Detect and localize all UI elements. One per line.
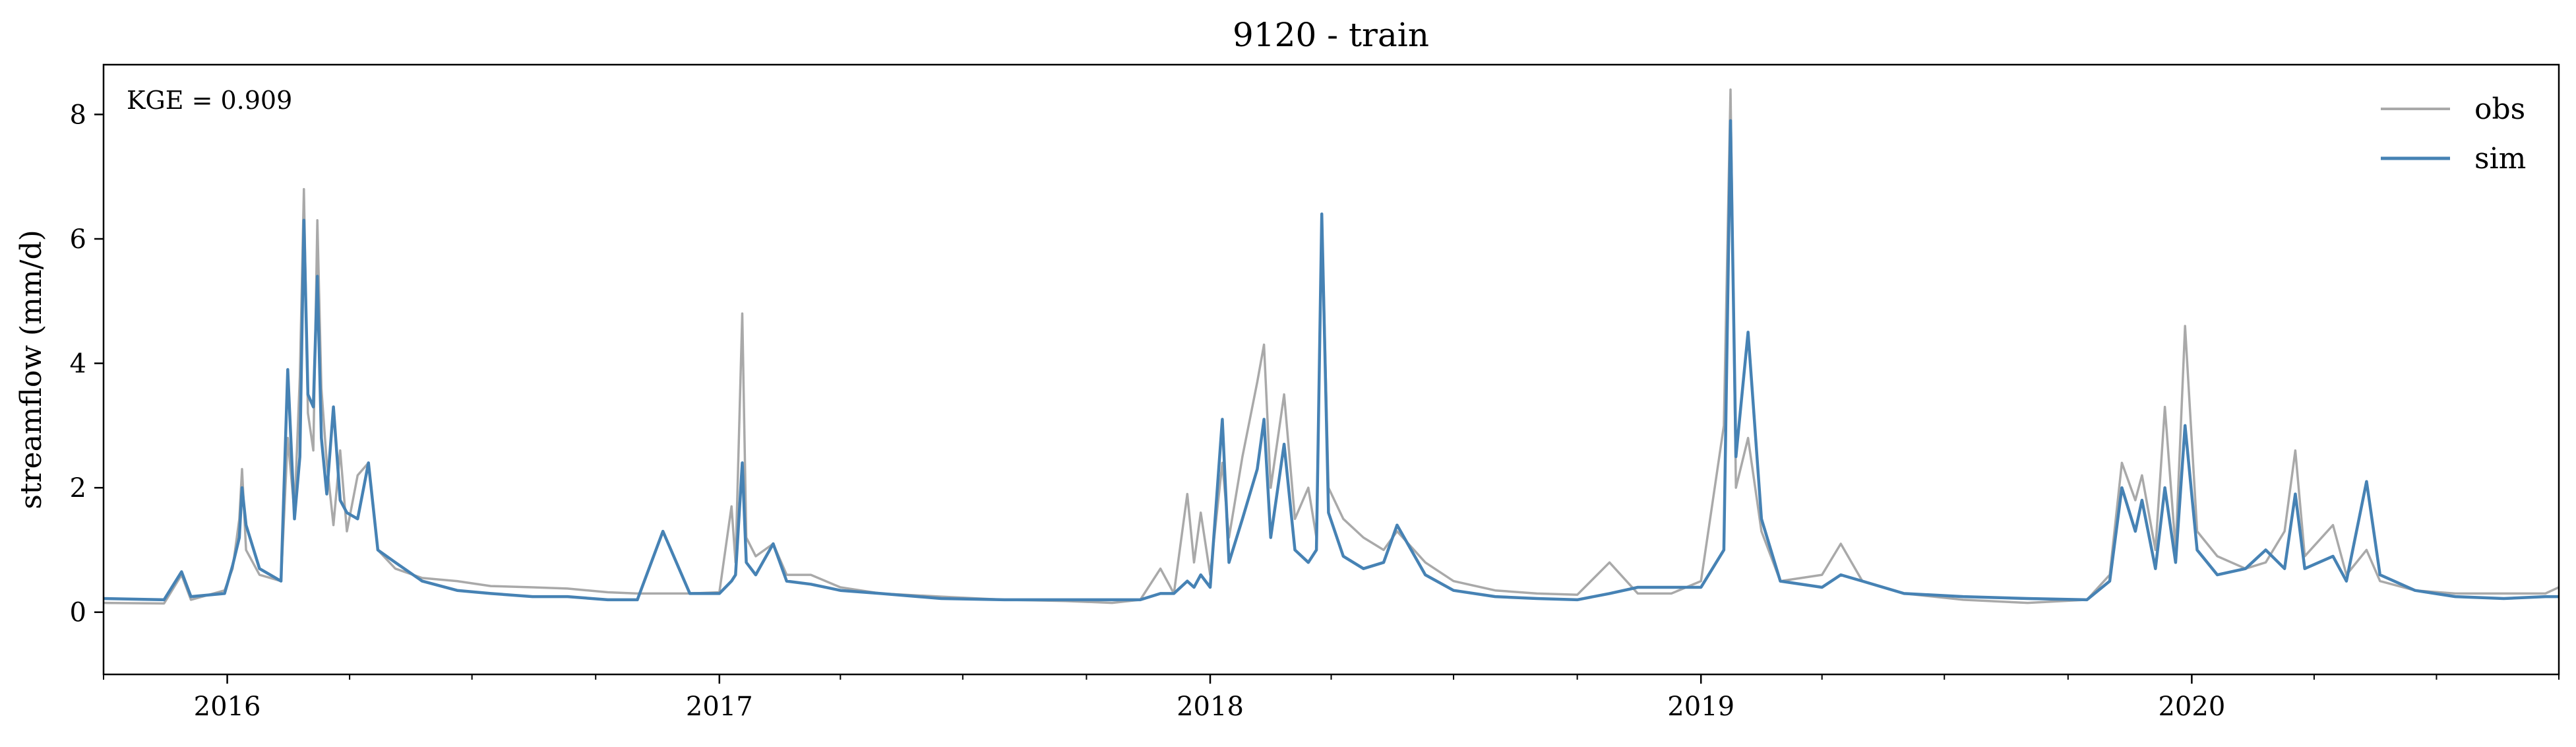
legend-label-sim: sim: [2474, 142, 2526, 176]
y-tick-label: 4: [70, 349, 86, 379]
chart-title: 9120 - train: [1233, 16, 1429, 54]
series-line-obs: [104, 88, 2559, 605]
x-tick-label: 2018: [1177, 692, 1244, 722]
legend: obs sim: [2381, 92, 2526, 176]
x-tick-label: 2020: [2158, 692, 2225, 722]
series-line-sim: [104, 119, 2559, 602]
x-tick-label: 2019: [1667, 692, 1734, 722]
legend-label-obs: obs: [2474, 92, 2525, 126]
x-tick-label: 2017: [686, 692, 753, 722]
y-tick-label: 8: [70, 100, 86, 130]
y-tick-label: 2: [70, 473, 86, 503]
y-tick-label: 0: [70, 598, 86, 628]
kge-annotation: KGE = 0.909: [127, 86, 292, 115]
x-tick-label: 2016: [194, 692, 261, 722]
y-axis-label: streamflow (mm/d): [15, 230, 48, 509]
y-tick-label: 6: [70, 224, 86, 255]
